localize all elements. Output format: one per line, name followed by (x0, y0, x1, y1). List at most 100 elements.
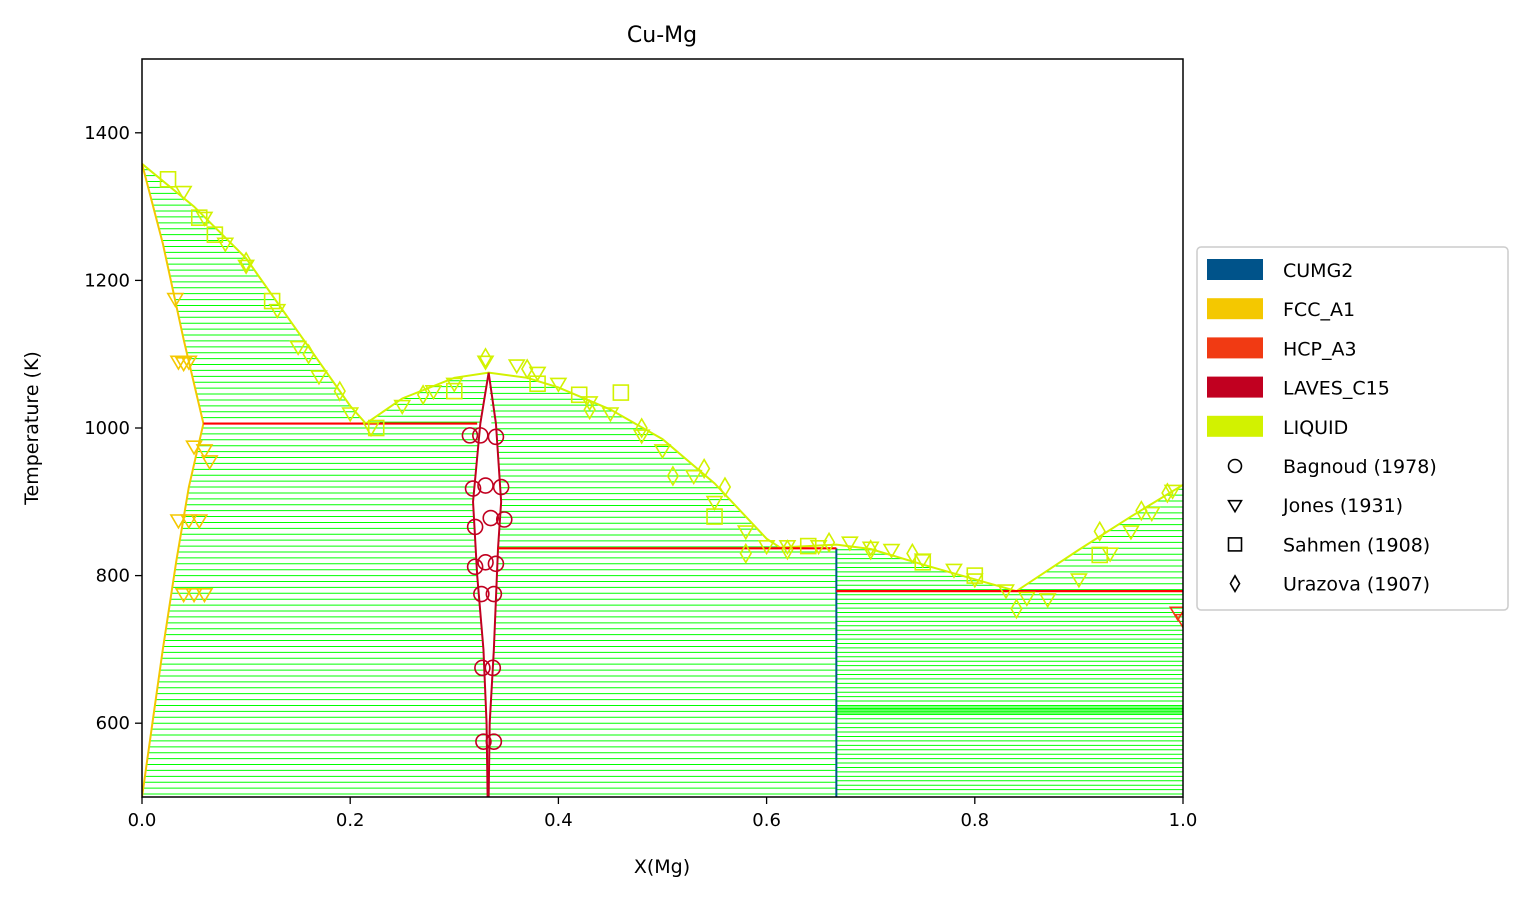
data-point (1135, 500, 1148, 522)
invariant-lines (203, 422, 1183, 593)
data-point (174, 357, 193, 373)
x-tick-label: 0.0 (128, 810, 157, 831)
data-point (333, 380, 346, 402)
data-point (1010, 598, 1023, 620)
legend-marker-circle (1227, 458, 1243, 474)
data-point (583, 398, 596, 421)
experimental-points (159, 170, 1183, 750)
data-point (466, 558, 484, 576)
legend-swatch-fcc_a1 (1207, 298, 1263, 320)
data-point (635, 417, 648, 439)
data-point (237, 259, 255, 275)
data-point (473, 585, 490, 603)
data-point (166, 292, 185, 308)
data-point (482, 509, 500, 527)
legend-label: Urazova (1907) (1283, 574, 1430, 596)
data-point (997, 584, 1015, 600)
data-point (840, 536, 859, 552)
legend-marker-square (1227, 537, 1243, 552)
data-point (302, 343, 315, 365)
data-point (195, 211, 214, 227)
legend-swatch-hcp_a3 (1207, 337, 1263, 359)
data-point (1161, 482, 1174, 504)
data-point (965, 573, 984, 589)
y-tick-label: 1000 (84, 418, 130, 439)
data-point (705, 495, 724, 511)
data-point (906, 542, 919, 565)
data-point (445, 382, 463, 400)
data-point (367, 419, 385, 437)
x-tick-label: 0.6 (752, 810, 781, 831)
data-point (528, 366, 547, 382)
legend-frame (1196, 246, 1509, 611)
y-axis-label: Temperature (K) (21, 351, 43, 506)
data-point (461, 427, 479, 444)
data-point (464, 480, 482, 497)
y-tick-label: 1400 (84, 123, 130, 144)
x-tick-label: 0.8 (960, 810, 989, 831)
y-axis: 600 800 1000 1200 1400 (84, 123, 142, 734)
data-point (185, 587, 203, 604)
data-point (612, 384, 630, 401)
data-point (466, 518, 484, 536)
legend-label: CUMG2 (1283, 260, 1353, 282)
data-point (445, 377, 464, 393)
phase-boundary-fcc_a1 (142, 163, 205, 424)
legend-swatch-cumg2 (1207, 259, 1263, 280)
data-point (169, 355, 188, 371)
y-tick-label: 600 (96, 713, 130, 734)
data-point (484, 659, 502, 677)
legend: CUMG2 FCC_A1 HCP_A3 LAVES_C15 LIQUID Bagnoud … (1196, 246, 1509, 611)
data-point (159, 170, 177, 188)
data-point (393, 399, 412, 415)
tie-lines (142, 169, 1183, 795)
data-point (601, 407, 620, 423)
data-point (529, 375, 546, 393)
data-point (195, 587, 214, 604)
data-point (475, 733, 492, 750)
data-point (179, 355, 198, 371)
phase-boundary-laves_c15 (487, 372, 503, 797)
data-point (485, 585, 503, 603)
data-point (485, 733, 503, 750)
data-point (822, 531, 836, 553)
legend-label: Jones (1931) (1282, 495, 1403, 517)
data-point (864, 539, 877, 561)
legend-label: LIQUID (1283, 417, 1348, 439)
legend-label: Sahmen (1908) (1283, 534, 1430, 556)
data-point (507, 359, 526, 375)
data-point (945, 563, 963, 579)
data-point (809, 540, 828, 556)
data-point (736, 525, 755, 541)
data-point (653, 444, 672, 460)
data-point (781, 539, 794, 561)
phase-boundary-liquid (142, 163, 1183, 593)
data-point (479, 347, 492, 369)
data-point (477, 554, 494, 571)
legend-label: FCC_A1 (1283, 299, 1355, 321)
data-point (268, 303, 287, 319)
data-point (195, 444, 214, 460)
y-tick-label: 1200 (84, 270, 130, 291)
data-point (666, 465, 680, 487)
data-point (239, 251, 253, 273)
phase-boundary-laves_c15 (472, 372, 490, 797)
x-axis-label: X(Mg) (634, 856, 690, 878)
data-point (179, 514, 198, 530)
data-point (310, 370, 328, 386)
data-point (169, 514, 188, 530)
data-point (487, 555, 505, 573)
data-point (200, 455, 219, 471)
x-tick-label: 0.2 (336, 810, 365, 831)
legend-label: LAVES_C15 (1283, 378, 1390, 400)
legend-swatch-laves_c15 (1207, 376, 1263, 398)
data-point (549, 377, 568, 393)
data-point (1070, 573, 1088, 589)
data-point (341, 407, 360, 423)
data-point (718, 476, 732, 498)
data-point (495, 511, 513, 528)
data-point (474, 659, 491, 677)
legend-label: HCP_A3 (1283, 338, 1357, 360)
data-point (520, 358, 534, 380)
data-point (684, 469, 703, 486)
